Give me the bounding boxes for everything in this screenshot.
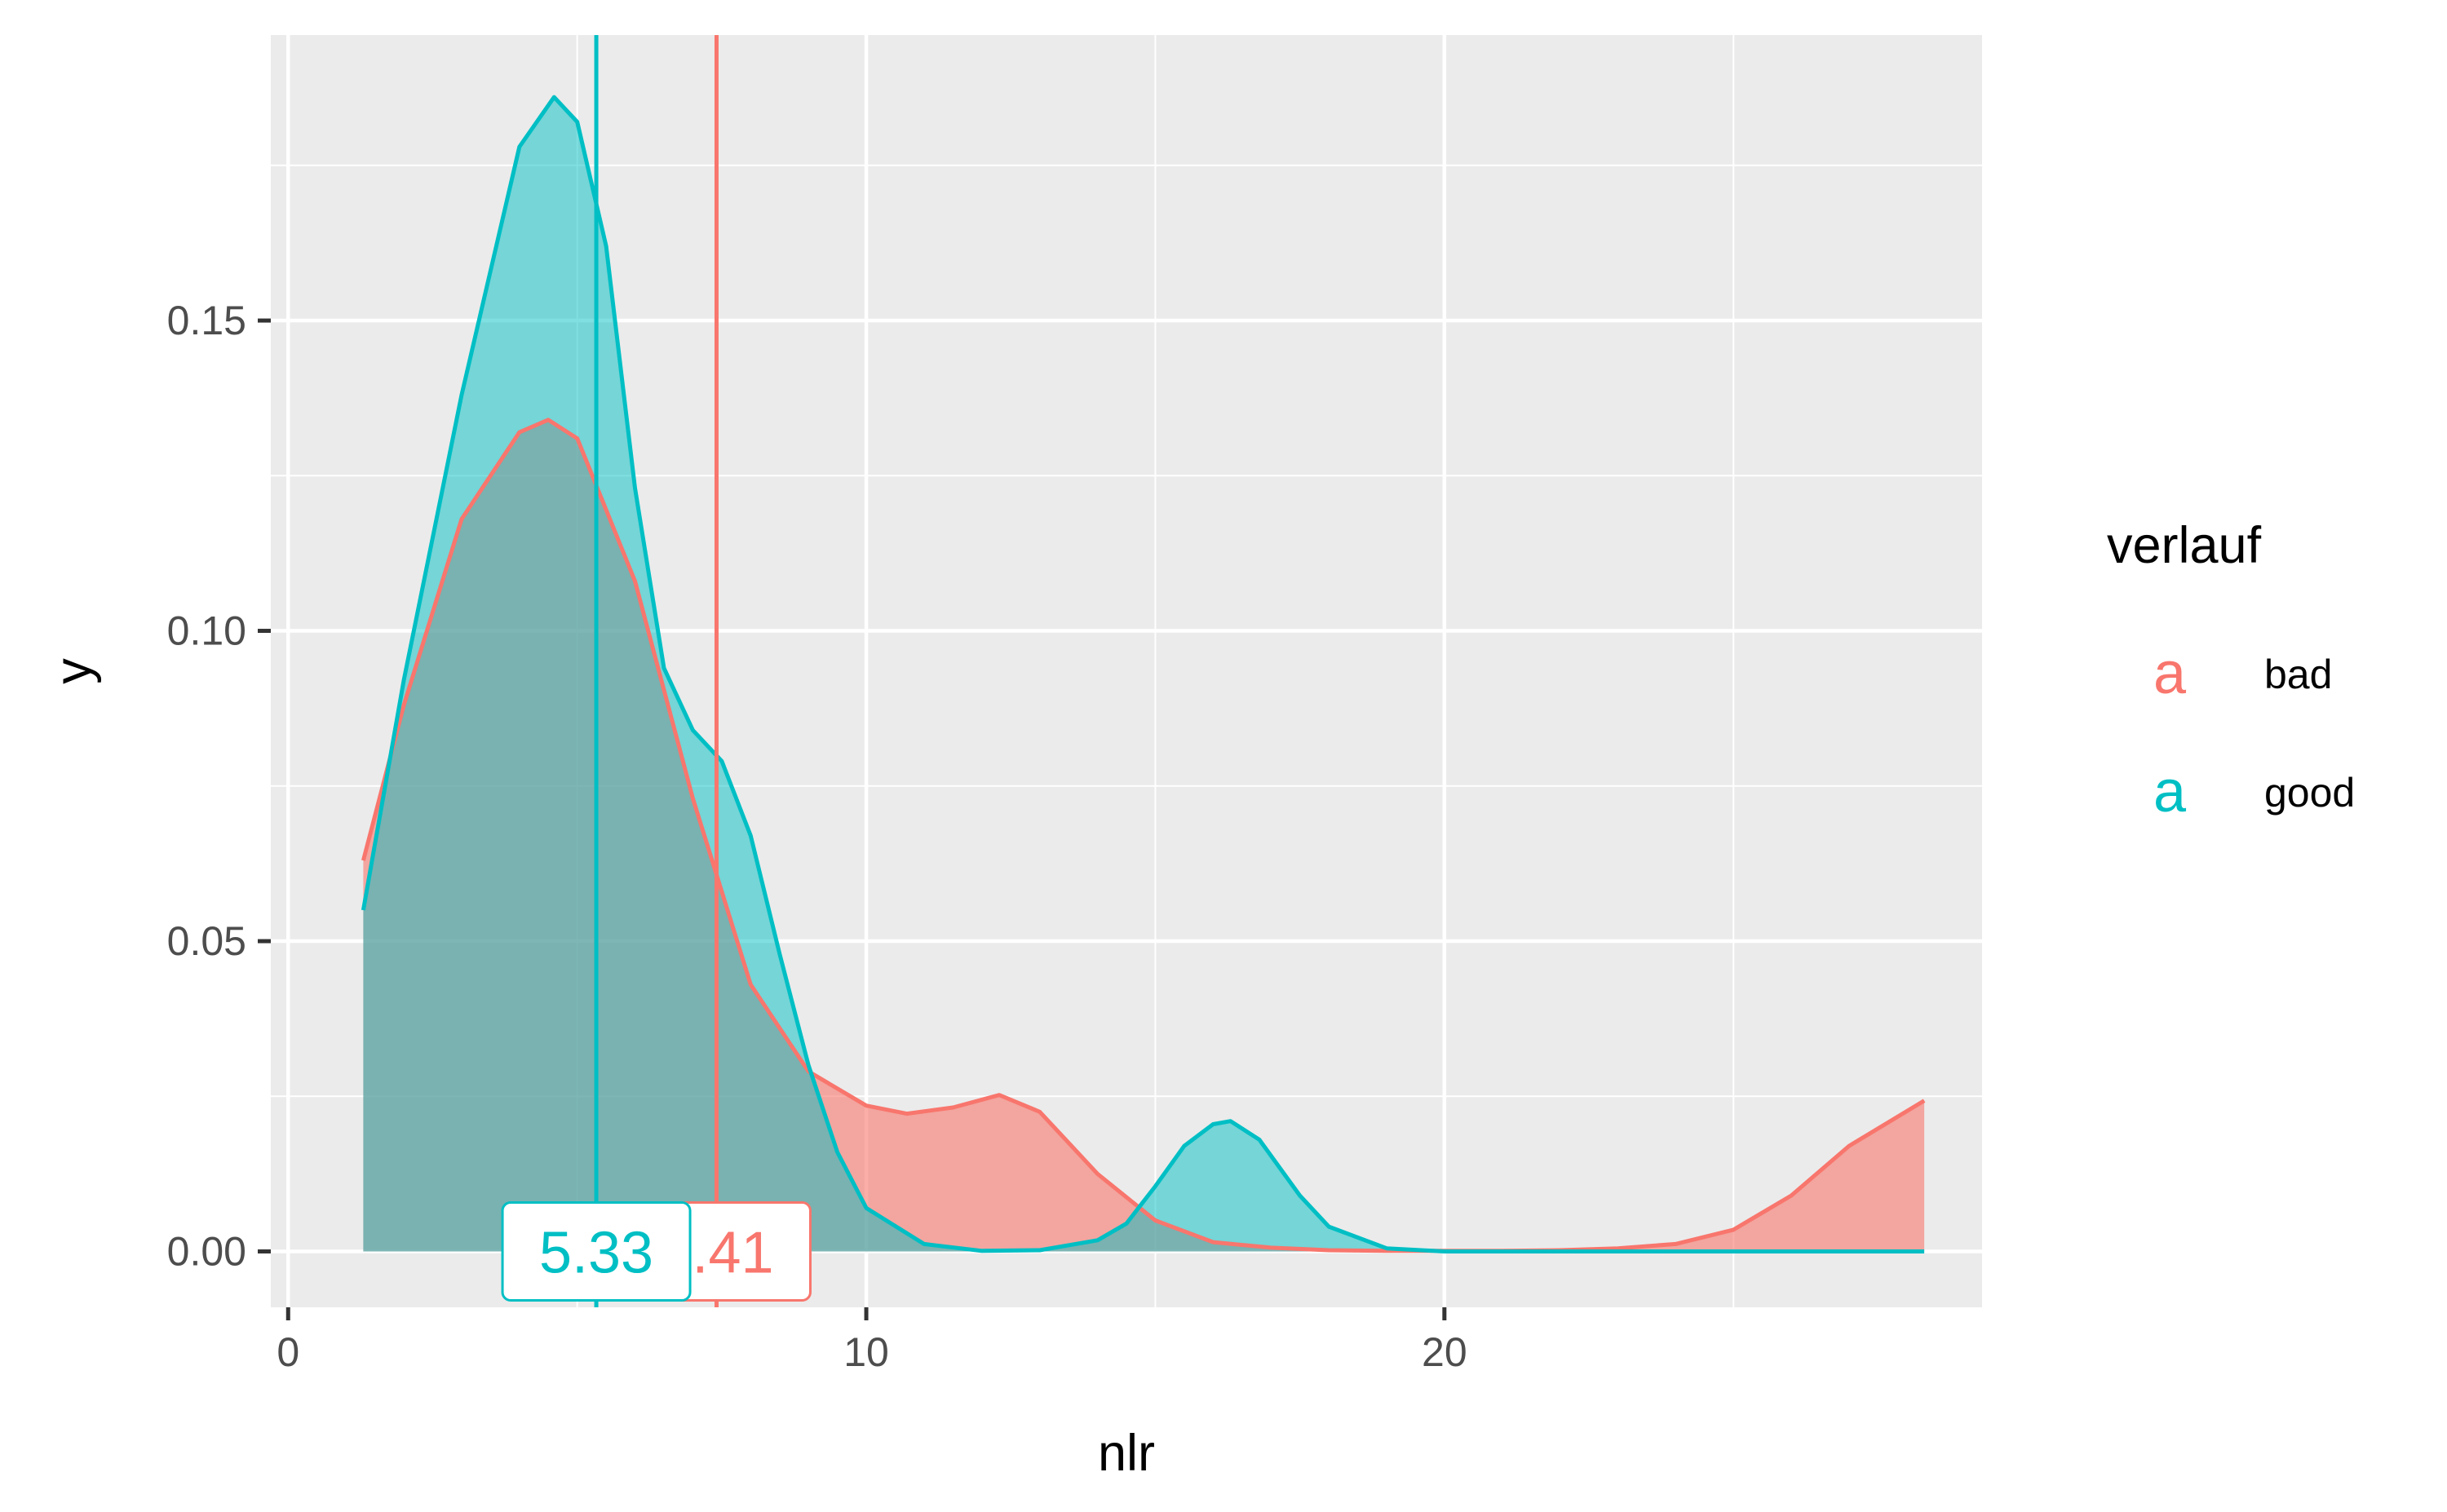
- mean-labels: 7.415.33: [501, 1201, 812, 1302]
- mean-label-box-good: [501, 1201, 692, 1302]
- mean-lines: [594, 35, 719, 1307]
- y-tick-label: 0.10: [167, 608, 246, 654]
- y-axis: 0.00 0.05 0.10 0.15: [167, 298, 271, 1275]
- x-axis: 0 10 20: [277, 1307, 1467, 1375]
- density-line-bad: [361, 418, 1926, 1253]
- y-tick-label: 0.05: [167, 918, 246, 964]
- density-areas: [361, 95, 1926, 1253]
- density-line-good: [361, 95, 1925, 1253]
- x-tick-label: 20: [1422, 1329, 1467, 1375]
- legend-key-good: a: [2153, 759, 2187, 825]
- legend-key-bad: a: [2153, 641, 2187, 706]
- mean-label-good: 5.33: [501, 1201, 692, 1302]
- x-tick-label: 0: [277, 1329, 299, 1375]
- x-axis-title: nlr: [1098, 1425, 1155, 1482]
- legend-entries: a bad a good: [2153, 641, 2355, 825]
- y-axis-title: y: [45, 658, 102, 684]
- legend-title: verlauf: [2107, 517, 2262, 574]
- y-tick-label: 0.00: [167, 1229, 246, 1275]
- legend: verlauf a bad a good: [2107, 517, 2355, 825]
- legend-label-good: good: [2264, 770, 2355, 816]
- x-tick-label: 10: [843, 1329, 889, 1375]
- y-tick-label: 0.15: [167, 298, 246, 343]
- density-area-good: [363, 97, 1925, 1252]
- mean-label-text-good: 5.33: [539, 1221, 653, 1286]
- legend-label-bad: bad: [2264, 652, 2332, 697]
